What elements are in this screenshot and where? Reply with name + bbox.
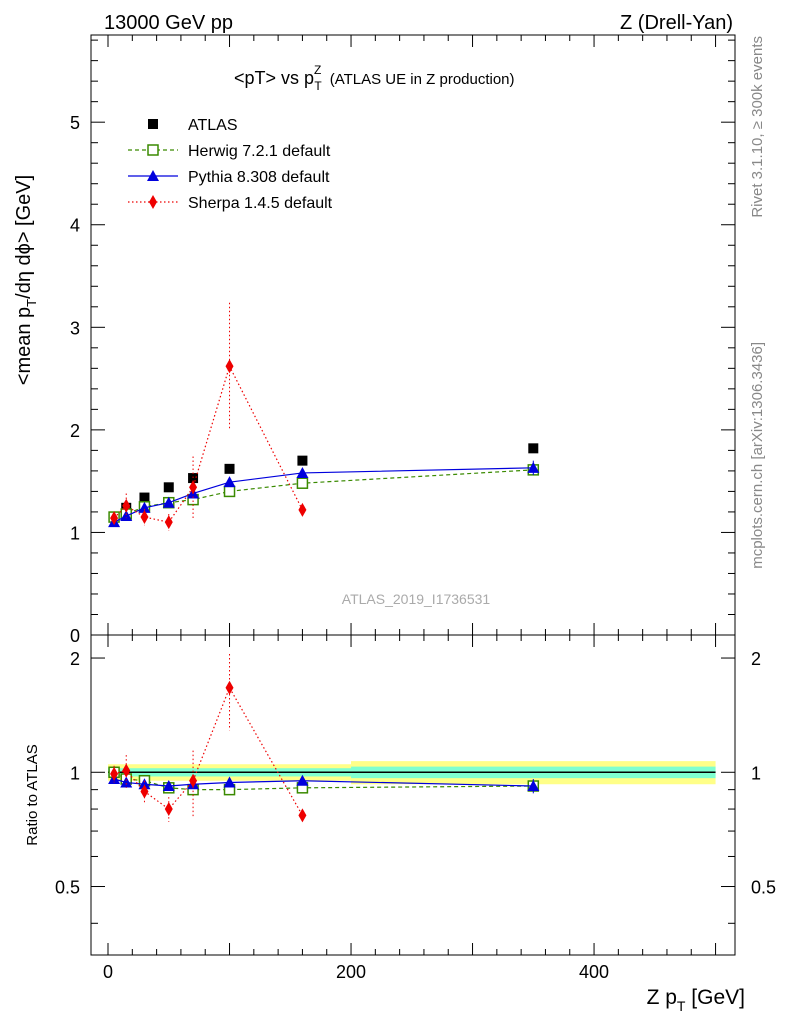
main-y-tick-label: 4 (70, 216, 80, 236)
main-line-pythia (113, 467, 534, 523)
main-y-tick-label: 2 (70, 421, 80, 441)
ratio-uncertainty-bands (108, 761, 716, 785)
title-description: (ATLAS UE in Z production) (330, 71, 515, 88)
title-superscript: Z (314, 63, 321, 77)
legend-label-herwig: Herwig 7.2.1 default (188, 143, 331, 160)
x-tick-label: 0 (103, 962, 113, 982)
main-point-data (163, 482, 174, 493)
main-plot-title: <pT> vs pZ T (ATLAS UE in Z production) (234, 63, 515, 93)
main-y-axis-label: <mean pT/dη dϕ> [GeV] (13, 175, 39, 385)
x-tick-label: 400 (579, 962, 609, 982)
ratio-point-sherpa (298, 808, 307, 823)
main-point-pythia (527, 461, 540, 473)
ratio-y-tick-label: 1 (70, 763, 80, 783)
ratio-plot-frame (90, 634, 736, 956)
main-point-herwig (223, 485, 236, 498)
legend-marker-sherpa (149, 195, 157, 209)
legend-marker-herwig (147, 144, 159, 156)
main-point-herwig (296, 477, 309, 489)
ratio-y-axis-label: Ratio to ATLAS (24, 744, 41, 845)
ratio-point-sherpa (189, 773, 198, 788)
legend-marker-pythia (147, 170, 159, 181)
title-subscript: T (314, 79, 322, 93)
data-series (108, 302, 540, 823)
main-y-tick-label: 3 (70, 318, 80, 338)
ratio-y-tick-label-right: 1 (751, 763, 761, 783)
main-point-data (188, 473, 199, 484)
ratio-y-tick-label: 0.5 (55, 878, 80, 898)
main-point-pythia (120, 510, 133, 522)
legend-label-sherpa: Sherpa 1.4.5 default (188, 195, 333, 212)
title-main-text: <pT> vs p (234, 68, 314, 88)
ratio-point-pythia (162, 780, 175, 792)
header-process-label: Z (Drell-Yan) (620, 12, 733, 34)
ratio-point-sherpa (122, 763, 131, 778)
axis-ticks: 0 200 400 0 1 2 3 4 5 0.5 0.5 1 1 2 2 (55, 35, 776, 982)
main-point-sherpa (225, 359, 234, 374)
main-y-tick-label: 5 (70, 113, 80, 133)
main-y-tick-label: 1 (70, 523, 80, 543)
ratio-y-tick-label-right: 2 (751, 649, 761, 669)
main-point-sherpa (164, 515, 173, 530)
main-point-sherpa (189, 480, 198, 495)
ratio-point-sherpa (225, 680, 234, 695)
rivet-version-label: Rivet 3.1.10, ≥ 300k events (749, 36, 766, 218)
mcplots-reference-label: mcplots.cern.ch [arXiv:1306.3436] (749, 342, 766, 569)
ratio-y-tick-label: 2 (70, 649, 80, 669)
main-point-data (139, 492, 150, 503)
x-axis-label: Z pT [GeV] (647, 986, 745, 1014)
analysis-watermark: ATLAS_2019_I1736531 (342, 591, 491, 607)
main-point-data (297, 455, 308, 466)
ratio-series-sherpa (110, 653, 307, 823)
main-point-data (528, 443, 539, 454)
ratio-point-pythia (527, 780, 540, 792)
legend: ATLAS Herwig 7.2.1 default Pythia 8.308 … (128, 117, 333, 212)
ratio-point-pythia (120, 776, 133, 788)
main-point-pythia (138, 501, 151, 513)
main-point-sherpa (140, 510, 149, 525)
ratio-point-pythia (138, 778, 151, 790)
main-point-pythia (296, 466, 309, 478)
main-point-pythia (223, 476, 236, 488)
main-series-pythia (108, 460, 540, 528)
legend-label-pythia: Pythia 8.308 default (188, 169, 330, 186)
header-energy-label: 13000 GeV pp (104, 12, 233, 34)
ratio-point-pythia (223, 776, 236, 788)
ratio-point-sherpa (164, 802, 173, 817)
ratio-point-sherpa (110, 766, 119, 781)
ratio-y-tick-label-right: 0.5 (751, 878, 776, 898)
main-point-pythia (162, 496, 175, 508)
legend-marker-atlas (148, 119, 158, 129)
ratio-point-sherpa (140, 784, 149, 799)
main-point-sherpa (122, 498, 131, 513)
main-point-data (224, 463, 235, 474)
main-point-sherpa (298, 502, 307, 517)
legend-label-atlas: ATLAS (188, 117, 238, 134)
main-point-sherpa (110, 511, 119, 526)
ratio-point-pythia (296, 774, 309, 786)
main-series-sherpa (110, 302, 307, 531)
x-tick-label: 200 (336, 962, 366, 982)
main-y-tick-label: 0 (70, 626, 80, 646)
